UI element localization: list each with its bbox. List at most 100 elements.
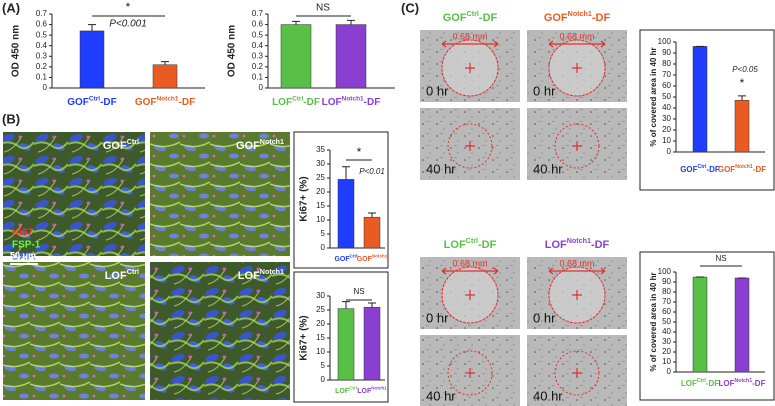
- error-bar: [342, 301, 350, 309]
- time-label: 0 hr: [533, 310, 556, 325]
- y-tick-label: 40: [662, 103, 671, 112]
- center-cross: [572, 63, 582, 73]
- x-tick-label-part: LOF: [719, 379, 735, 388]
- measure-arrow: [441, 40, 499, 48]
- micrograph-label-part: Ctrl: [127, 138, 139, 146]
- x-tick-label: GOFNotch1-DF: [718, 165, 766, 175]
- x-tick-label-part: GOF: [718, 165, 735, 174]
- y-tick-label: 0.7: [36, 9, 48, 18]
- x-tick-label: GOFNotch1-DF: [135, 95, 195, 107]
- y-tick-label: 35: [316, 145, 325, 154]
- time-label: 40 hr: [533, 161, 563, 176]
- wound-circle: [447, 350, 493, 396]
- scratch-header-part: LOF: [545, 239, 567, 251]
- y-tick-label: 100: [658, 37, 672, 46]
- bar: [152, 64, 178, 89]
- x-tick-label: GOFCtrl-DF: [680, 165, 720, 175]
- error-bar: [368, 212, 376, 218]
- x-tick-label-part: Ctrl: [349, 386, 357, 391]
- x-tick-label-part: Ctrl: [89, 95, 100, 102]
- x-tick-label-part: Notch1: [342, 95, 364, 102]
- y-tick-label: 0: [321, 243, 326, 252]
- y-tick-label: 0.5: [252, 30, 264, 39]
- charts: 00.10.20.30.40.50.60.7OD 450 nmGOFCtrl-D…: [11, 0, 767, 395]
- y-tick-label: 0.1: [36, 73, 48, 82]
- x-tick-label-part: -DF: [706, 379, 719, 388]
- scratch-header: GOFCtrl-DF: [443, 10, 498, 24]
- x-tick-label-part: -DF: [364, 97, 381, 108]
- annotation: NS: [316, 3, 330, 14]
- stain-label: Ki67: [12, 228, 34, 239]
- error-bar: [738, 95, 746, 101]
- x-tick-label: LOFNotch1-DF: [719, 379, 766, 389]
- bar: [363, 306, 381, 381]
- y-tick-label: 15: [316, 201, 325, 210]
- y-tick-label: 40: [662, 327, 671, 336]
- y-tick-label: 20: [316, 319, 325, 328]
- bar: [363, 216, 381, 249]
- y-tick-label: 60: [662, 307, 671, 316]
- x-tick-label-part: Notch1: [371, 386, 387, 391]
- bar: [734, 100, 750, 153]
- micrograph-label: LOFNotch1: [238, 268, 284, 282]
- scratch-header-part: -DF: [592, 12, 611, 24]
- measure-arrow: [548, 40, 606, 48]
- micrograph-label-part: Notch1: [260, 138, 284, 146]
- error-bar: [292, 20, 300, 25]
- y-tick-label: 5: [321, 361, 326, 370]
- micrograph-label-part: Notch1: [260, 268, 284, 276]
- panel-label: (A): [2, 0, 20, 15]
- x-tick-label: LOFCtrl: [335, 386, 357, 395]
- x-tick-label-part: GOF: [357, 256, 373, 263]
- y-tick-label: 30: [662, 114, 671, 123]
- micrograph: [150, 132, 290, 256]
- x-tick-label: GOFCtrl: [334, 254, 357, 263]
- y-tick-label: 50: [662, 92, 671, 101]
- scratch-header-part: LOF: [444, 239, 466, 251]
- x-tick-label-part: -DF: [753, 165, 766, 174]
- y-tick-label: 5: [321, 229, 326, 238]
- x-tick-label-part: GOF: [135, 97, 157, 108]
- y-axis-label: OD 450 nm: [11, 25, 22, 77]
- x-tick-label: GOFCtrl-DF: [67, 95, 117, 107]
- bar: [335, 24, 367, 89]
- y-axis-label: Ki67+ (%): [299, 176, 310, 221]
- stain-label: DAPI: [12, 252, 36, 263]
- y-tick-label: 0.2: [252, 62, 264, 71]
- x-tick-label-part: -DF: [752, 379, 765, 388]
- time-label: 0 hr: [426, 83, 449, 98]
- bar: [692, 46, 708, 153]
- measure-label: 0.68 mm: [559, 31, 594, 41]
- x-tick-label: LOFNotch1-DF: [322, 95, 381, 107]
- micrograph-label: GOFNotch1: [236, 138, 284, 152]
- y-tick-label: 0.3: [36, 51, 48, 60]
- x-tick-label-part: Notch1: [372, 254, 388, 259]
- y-tick-label: 0.6: [252, 20, 264, 29]
- y-tick-label: 0: [667, 367, 672, 376]
- x-tick-label: GOFNotch1: [357, 254, 388, 263]
- time-label: 40 hr: [426, 161, 456, 176]
- x-tick-label-part: LOF: [681, 379, 697, 388]
- y-tick-label: 90: [662, 277, 671, 286]
- micrograph-label-part: LOF: [238, 270, 260, 282]
- y-tick-label: 100: [658, 267, 672, 276]
- y-tick-label: 0.6: [36, 20, 48, 29]
- chart-frame: [639, 29, 775, 191]
- y-tick-label: 0.2: [36, 62, 48, 71]
- y-tick-label: 0.3: [252, 51, 264, 60]
- x-tick-label-part: Ctrl: [292, 95, 303, 102]
- error-bar: [161, 61, 169, 65]
- bar: [337, 179, 355, 249]
- measure-label: 0.68 mm: [452, 258, 487, 268]
- annotation: P<0.05: [732, 65, 758, 74]
- measure-label: 0.68 mm: [559, 258, 594, 268]
- annotation: *: [357, 145, 362, 159]
- micrograph-label-part: LOF: [105, 270, 127, 282]
- micrograph: [3, 262, 145, 400]
- x-tick-label-part: -DF: [706, 165, 719, 174]
- wound-circle: [554, 350, 600, 396]
- x-tick-label-part: Ctrl: [698, 165, 707, 171]
- micrograph-label-part: GOF: [103, 140, 127, 152]
